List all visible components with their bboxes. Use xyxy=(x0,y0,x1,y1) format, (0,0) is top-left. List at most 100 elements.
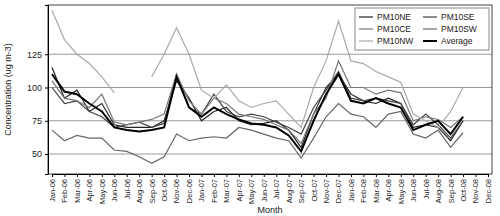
legend: PM10NEPM10SEPM10CEPM10SWPM10NWAverage xyxy=(355,8,489,50)
x-tick-label: Nov-08 xyxy=(471,179,480,203)
x-tick-mark xyxy=(463,174,464,177)
y-tick-mark xyxy=(45,88,48,89)
x-tick-label: Feb-07 xyxy=(210,179,219,203)
x-tick-mark xyxy=(289,174,290,177)
x-tick-mark xyxy=(164,174,165,177)
grid-line xyxy=(48,154,492,155)
x-tick-mark xyxy=(214,174,215,177)
series-line xyxy=(52,103,463,163)
x-tick-label: May-07 xyxy=(247,179,256,204)
x-tick-mark xyxy=(276,174,277,177)
legend-swatch xyxy=(423,28,437,29)
x-tick-mark xyxy=(426,174,427,177)
x-tick-label: Dec-07 xyxy=(334,179,343,203)
x-tick: Jul-06 xyxy=(123,174,132,199)
x-tick-label: Sep-06 xyxy=(148,179,157,203)
x-tick: Jan-08 xyxy=(347,174,356,202)
x-axis: Jan-06Feb-06 Mar-06Apr-06 May-06Jun-06 Jul-… xyxy=(48,174,493,204)
x-tick-mark xyxy=(226,174,227,177)
x-tick-mark xyxy=(177,174,178,177)
y-tick: 50 xyxy=(32,149,48,159)
x-tick-mark xyxy=(264,174,265,177)
legend-item: Average xyxy=(423,36,473,46)
x-tick: Jul-08 xyxy=(422,174,431,199)
x-tick: Jan-07 xyxy=(197,174,206,202)
x-tick-mark xyxy=(314,174,315,177)
x-tick-mark xyxy=(401,174,402,177)
legend-item: PM10CE xyxy=(359,24,411,34)
x-tick-label: Aug-08 xyxy=(434,179,443,203)
y-tick-label: 125 xyxy=(27,50,42,60)
x-tick: Jun-08 xyxy=(409,174,418,202)
x-tick-mark xyxy=(438,174,439,177)
x-tick-label: Dec-06 xyxy=(185,179,194,203)
legend-item: PM10SW xyxy=(423,24,477,34)
legend-label: Average xyxy=(441,36,473,46)
x-tick-label: Feb-06 xyxy=(60,179,69,203)
legend-label: PM10CE xyxy=(377,24,411,34)
x-tick-label: Sep-07 xyxy=(297,179,306,203)
x-tick: Oct-08 xyxy=(459,174,468,202)
x-tick-label: Mar-07 xyxy=(222,179,231,203)
x-tick-label: Jan-06 xyxy=(48,179,57,202)
legend-swatch xyxy=(423,40,437,42)
x-tick-mark xyxy=(301,174,302,177)
x-tick-mark xyxy=(376,174,377,177)
x-tick: Mar-07 xyxy=(222,174,231,203)
y-axis-title: Concentration (ug m-3) xyxy=(3,43,13,136)
y-axis-line xyxy=(45,6,49,175)
x-tick-label: May-06 xyxy=(98,179,107,204)
x-tick-label: Jul-07 xyxy=(272,179,281,199)
x-tick-label: Nov-07 xyxy=(322,179,331,203)
x-tick: Jul-07 xyxy=(272,174,281,199)
x-tick: Sep-07 xyxy=(297,174,306,203)
x-tick: Feb-06 xyxy=(60,174,69,203)
x-tick-label: Sep-08 xyxy=(447,179,456,203)
x-tick: Dec-07 xyxy=(334,174,343,203)
x-tick: Mar-06 xyxy=(73,174,82,203)
x-tick-mark xyxy=(239,174,240,177)
x-tick: Nov-06 xyxy=(172,174,181,203)
x-tick-label: Nov-06 xyxy=(172,179,181,203)
x-tick-label: Mar-08 xyxy=(372,179,381,203)
x-tick-mark xyxy=(102,174,103,177)
legend-swatch xyxy=(359,28,373,29)
x-tick-mark xyxy=(114,174,115,177)
y-tick-mark xyxy=(45,54,48,55)
x-tick: Oct-07 xyxy=(310,174,319,202)
series-line xyxy=(52,61,463,144)
lines xyxy=(52,10,463,163)
y-tick: 75 xyxy=(32,116,48,126)
x-tick: Nov-08 xyxy=(471,174,480,203)
x-tick-label: Jul-08 xyxy=(422,179,431,199)
x-tick-label: Apr-08 xyxy=(384,179,393,202)
x-tick: Jan-06 xyxy=(48,174,57,202)
x-tick: Jun-06 xyxy=(110,174,119,202)
x-tick: Mar-08 xyxy=(372,174,381,203)
x-tick: Dec-08 xyxy=(484,174,493,203)
x-tick-label: May-08 xyxy=(397,179,406,204)
x-tick-mark xyxy=(89,174,90,177)
grid-line xyxy=(48,87,492,88)
x-tick: Dec-06 xyxy=(185,174,194,203)
x-tick: Nov-07 xyxy=(322,174,331,203)
grid xyxy=(48,54,492,154)
x-tick: Sep-06 xyxy=(148,174,157,203)
x-tick-mark xyxy=(476,174,477,177)
legend-swatch xyxy=(359,40,373,41)
x-tick: Aug-07 xyxy=(285,174,294,203)
x-tick-mark xyxy=(251,174,252,177)
y-tick-mark xyxy=(45,154,48,155)
x-tick-label: Aug-07 xyxy=(285,179,294,203)
x-tick: Apr-06 xyxy=(85,174,94,202)
x-tick-mark xyxy=(413,174,414,177)
x-tick-mark xyxy=(189,174,190,177)
x-axis-line xyxy=(53,175,489,178)
x-tick: Sep-08 xyxy=(447,174,456,203)
x-tick: May-07 xyxy=(247,174,256,204)
x-tick: Apr-07 xyxy=(235,174,244,202)
y-axis: 5075100125 xyxy=(27,6,49,175)
x-tick-mark xyxy=(152,174,153,177)
x-tick-label: Jan-07 xyxy=(197,179,206,202)
x-tick: Aug-08 xyxy=(434,174,443,203)
